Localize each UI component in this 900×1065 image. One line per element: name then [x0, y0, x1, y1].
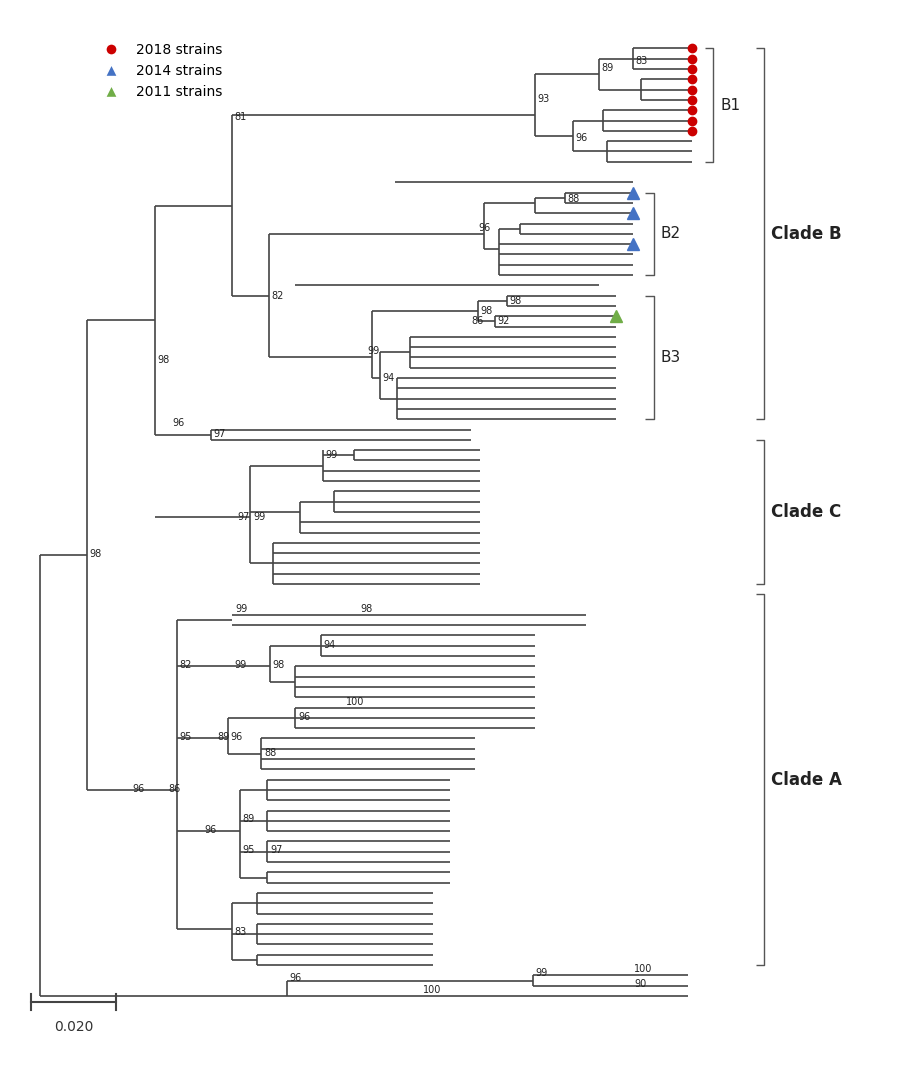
Text: 96: 96	[290, 973, 302, 983]
Text: 98: 98	[273, 660, 284, 670]
Text: 86: 86	[168, 784, 180, 793]
Text: 97: 97	[213, 428, 225, 439]
Text: 99: 99	[253, 512, 266, 522]
Text: Clade A: Clade A	[771, 771, 842, 789]
Text: 97: 97	[238, 512, 250, 522]
Text: 94: 94	[382, 373, 394, 383]
Text: B1: B1	[720, 98, 740, 113]
Text: 96: 96	[576, 133, 588, 143]
Text: 83: 83	[234, 928, 247, 937]
Text: 95: 95	[179, 733, 192, 742]
Text: 82: 82	[179, 660, 192, 670]
Text: 89: 89	[601, 63, 614, 73]
Text: 98: 98	[158, 356, 170, 365]
Text: 83: 83	[635, 55, 647, 66]
Text: 89: 89	[243, 814, 255, 824]
Text: 82: 82	[272, 291, 284, 300]
Text: 96: 96	[132, 784, 145, 793]
Text: 99: 99	[367, 346, 380, 357]
Text: 98: 98	[361, 604, 374, 613]
Text: Clade C: Clade C	[771, 503, 842, 521]
Text: 94: 94	[323, 640, 336, 650]
Text: 98: 98	[481, 306, 493, 316]
Text: 97: 97	[270, 845, 283, 855]
Text: 96: 96	[478, 223, 491, 233]
Text: 100: 100	[634, 965, 652, 974]
Text: 96: 96	[172, 417, 184, 427]
Text: 100: 100	[423, 985, 441, 995]
Text: B3: B3	[661, 350, 681, 365]
Text: 98: 98	[89, 548, 102, 559]
Text: 100: 100	[346, 697, 364, 706]
Text: 99: 99	[234, 660, 247, 670]
Text: 99: 99	[325, 450, 338, 460]
Text: 90: 90	[634, 979, 646, 988]
Text: B2: B2	[661, 227, 680, 242]
Text: 98: 98	[509, 296, 522, 306]
Text: 0.020: 0.020	[54, 1020, 94, 1034]
Text: 96: 96	[204, 825, 217, 835]
Text: 86: 86	[472, 316, 483, 326]
Text: 81: 81	[234, 112, 247, 122]
Legend: 2018 strains, 2014 strains, 2011 strains: 2018 strains, 2014 strains, 2011 strains	[92, 37, 228, 104]
Text: 88: 88	[567, 194, 580, 203]
Text: 99: 99	[536, 968, 548, 979]
Text: 89: 89	[217, 733, 230, 742]
Text: 95: 95	[243, 845, 256, 855]
Text: 93: 93	[537, 94, 550, 104]
Text: Clade B: Clade B	[771, 225, 842, 243]
Text: 96: 96	[230, 733, 242, 742]
Text: 99: 99	[235, 604, 248, 613]
Text: 88: 88	[264, 748, 276, 758]
Text: 92: 92	[498, 316, 510, 326]
Text: 96: 96	[298, 711, 310, 722]
